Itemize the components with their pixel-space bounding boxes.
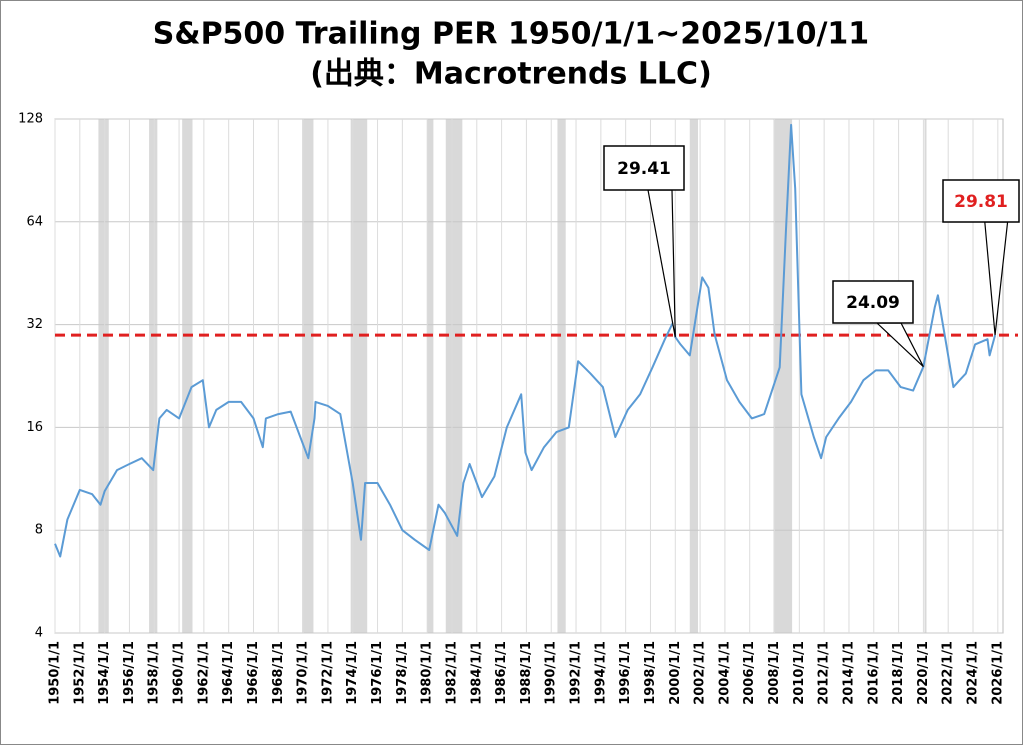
- x-tick-label: 2012/1/1: [817, 641, 832, 705]
- x-tick-label: 1990/1/1: [544, 641, 559, 705]
- callout-label: 29.41: [617, 159, 671, 179]
- x-tick-label: 1976/1/1: [370, 641, 385, 705]
- x-tick-label: 1986/1/1: [494, 641, 509, 705]
- x-tick-label: 2024/1/1: [966, 641, 981, 705]
- chart-title: S&P500 Trailing PER 1950/1/1~2025/10/11: [153, 17, 869, 52]
- x-tick-label: 2010/1/1: [792, 641, 807, 705]
- x-tick-label: 2004/1/1: [717, 641, 732, 705]
- recession-band: [182, 119, 193, 633]
- x-tick-label: 1962/1/1: [196, 641, 211, 705]
- recession-band: [445, 119, 463, 633]
- recession-band: [557, 119, 566, 633]
- callout-box: [942, 179, 1020, 223]
- x-tick-label: 1954/1/1: [97, 641, 112, 705]
- x-tick-label: 1992/1/1: [569, 641, 584, 705]
- x-tick-label: 1968/1/1: [271, 641, 286, 705]
- y-tick-label: 32: [26, 317, 43, 332]
- y-tick-label: 64: [26, 214, 43, 229]
- callout-box: [832, 280, 914, 324]
- chart-subtitle: (出典：Macrotrends LLC): [310, 57, 712, 92]
- callout-label: 24.09: [846, 293, 900, 313]
- x-tick-label: 1980/1/1: [420, 641, 435, 705]
- x-tick-label: 2022/1/1: [941, 641, 956, 705]
- x-tick-label: 1984/1/1: [469, 641, 484, 705]
- plot-area: [54, 118, 1004, 634]
- x-tick-label: 1974/1/1: [345, 641, 360, 705]
- x-tick-label: 2018/1/1: [891, 641, 906, 705]
- y-tick-label: 8: [35, 523, 43, 538]
- x-tick-label: 2008/1/1: [767, 641, 782, 705]
- x-tick-label: 2014/1/1: [841, 641, 856, 705]
- recession-band: [302, 119, 314, 633]
- x-tick-label: 2006/1/1: [742, 641, 757, 705]
- x-tick-label: 1958/1/1: [147, 641, 162, 705]
- x-tick-label: 1972/1/1: [320, 641, 335, 705]
- recession-band: [149, 119, 158, 633]
- x-tick-label: 1950/1/1: [48, 641, 63, 705]
- x-tick-label: 1988/1/1: [519, 641, 534, 705]
- x-tick-label: 1998/1/1: [643, 641, 658, 705]
- x-tick-label: 1966/1/1: [246, 641, 261, 705]
- y-tick-label: 128: [18, 112, 43, 127]
- x-tick-label: 1996/1/1: [618, 641, 633, 705]
- recession-band: [924, 119, 927, 633]
- x-tick-label: 2026/1/1: [990, 641, 1005, 705]
- x-tick-label: 2002/1/1: [693, 641, 708, 705]
- recession-band: [98, 119, 109, 633]
- y-tick-label: 16: [26, 420, 43, 435]
- y-tick-label: 4: [35, 626, 43, 641]
- x-tick-label: 1964/1/1: [221, 641, 236, 705]
- x-tick-label: 1952/1/1: [72, 641, 87, 705]
- x-tick-label: 1956/1/1: [122, 641, 137, 705]
- x-tick-label: 2016/1/1: [866, 641, 881, 705]
- data-line: [54, 123, 997, 558]
- x-tick-label: 1970/1/1: [296, 641, 311, 705]
- x-tick-label: 1994/1/1: [593, 641, 608, 705]
- x-tick-label: 2020/1/1: [916, 641, 931, 705]
- x-tick-label: 2000/1/1: [668, 641, 683, 705]
- callout-box: [603, 145, 685, 191]
- x-tick-label: 1960/1/1: [172, 641, 187, 705]
- recession-band: [773, 119, 793, 633]
- x-tick-label: 1982/1/1: [444, 641, 459, 705]
- recession-band: [427, 119, 434, 633]
- callout-label: 29.81: [954, 192, 1008, 212]
- x-tick-label: 1978/1/1: [395, 641, 410, 705]
- recession-band: [689, 119, 699, 633]
